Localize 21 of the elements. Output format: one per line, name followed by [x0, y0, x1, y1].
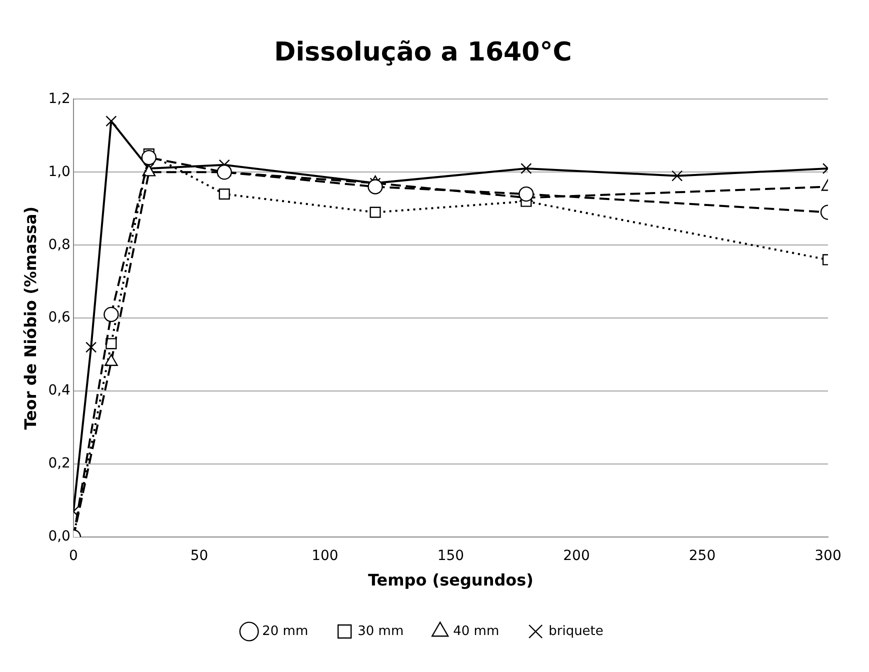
x-tick-label: 200	[563, 548, 590, 564]
y-tick-label: 1,0	[48, 164, 70, 180]
x-tick-label: 0	[69, 548, 78, 564]
x-tick-label: 300	[814, 548, 842, 564]
y-tick-label: 0,6	[48, 310, 71, 326]
legend-label: 20 mm	[262, 624, 308, 639]
x-tick-label: 100	[312, 548, 338, 564]
y-tick-label: 1,2	[48, 90, 70, 107]
x-axis-title: Tempo (segundos)	[368, 570, 534, 590]
legend-label: briquete	[548, 624, 604, 639]
chart-title: Dissolução a 1640°C	[274, 37, 572, 68]
y-tick-label: 0,8	[48, 236, 70, 253]
x-tick-label: 250	[688, 548, 716, 564]
legend-label: 40 mm	[453, 624, 500, 639]
x-tick-label: 150	[437, 548, 464, 564]
y-tick-label: 0,2	[48, 456, 70, 472]
y-tick-label: 0,4	[48, 382, 71, 399]
legend-label: 30 mm	[358, 624, 404, 639]
y-tick-label: 0,0	[48, 528, 70, 545]
y-axis-title: Teor de Nióbio (%massa)	[20, 206, 40, 430]
x-tick-label: 50	[190, 548, 208, 564]
